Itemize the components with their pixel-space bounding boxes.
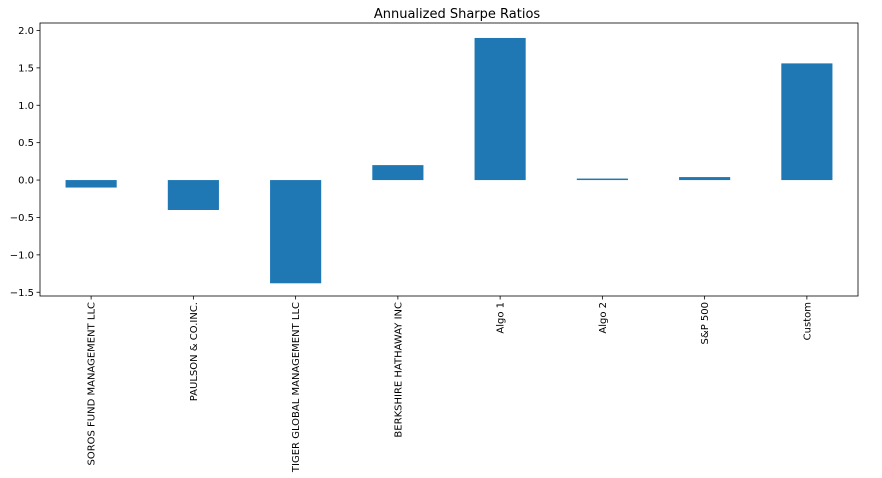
bar-4 <box>474 37 526 181</box>
x-axis-ticks: SOROS FUND MANAGEMENT LLC PAULSON & CO.IN… <box>87 296 813 473</box>
y-tick-label: 1.5 <box>18 63 34 74</box>
y-axis-ticks: −1.5 −1.0 −0.5 0.0 0.5 1.0 1.5 2.0 <box>10 26 40 299</box>
y-tick-label: −0.5 <box>10 213 34 224</box>
bar-5 <box>576 178 628 181</box>
bar-6 <box>679 177 731 181</box>
x-tick-label: Algo 1 <box>496 302 507 334</box>
y-tick-label: 0.5 <box>18 138 34 149</box>
x-tick-label: S&P 500 <box>700 302 711 344</box>
bar-3 <box>372 165 424 181</box>
y-tick-label: 2.0 <box>18 26 34 37</box>
x-tick-label: SOROS FUND MANAGEMENT LLC <box>87 302 98 466</box>
x-tick-label: Algo 2 <box>598 302 609 334</box>
y-tick-label: −1.0 <box>10 250 34 261</box>
bar-0 <box>65 180 117 188</box>
x-tick-label: Custom <box>802 302 813 340</box>
bar-1 <box>167 180 219 210</box>
x-tick-label: BERKSHIRE HATHAWAY INC <box>393 302 404 438</box>
plot-frame <box>39 22 859 297</box>
x-tick-label: PAULSON & CO.INC. <box>189 302 200 401</box>
axes-layer <box>39 22 859 297</box>
y-tick-label: −1.5 <box>10 288 34 299</box>
y-tick-label: 1.0 <box>18 101 34 112</box>
bars-layer <box>65 37 833 284</box>
x-tick-label: TIGER GLOBAL MANAGEMENT LLC <box>291 302 302 473</box>
bar-7 <box>781 63 833 181</box>
chart-title: Annualized Sharpe Ratios <box>374 7 541 22</box>
bar-2 <box>270 180 322 284</box>
y-tick-label: 0.0 <box>18 176 34 187</box>
